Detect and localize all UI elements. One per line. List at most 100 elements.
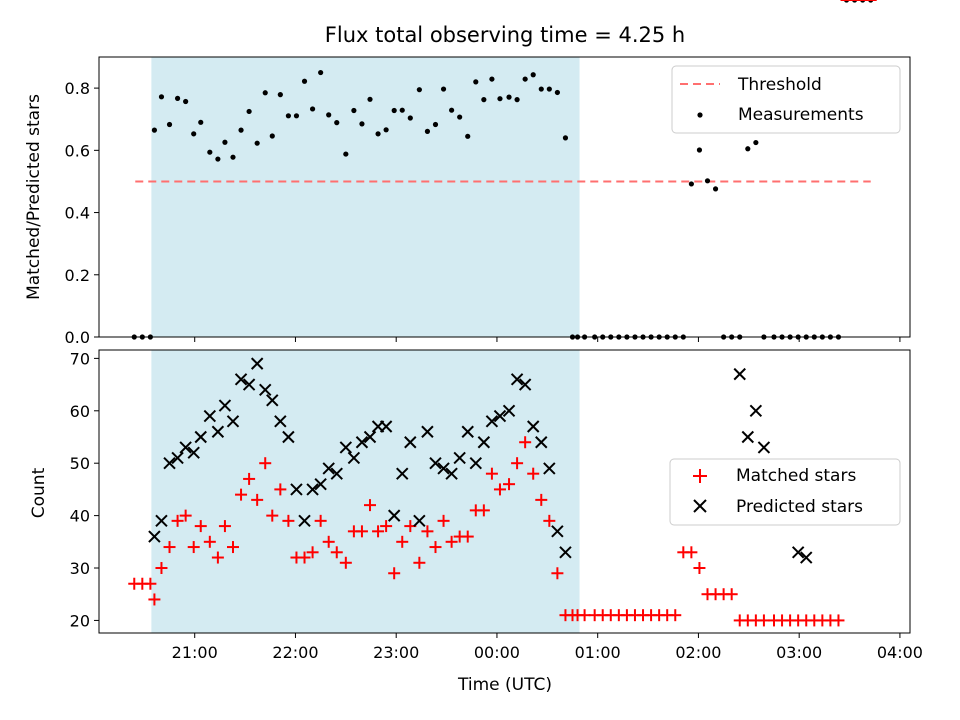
ratio-y-tick-label: 0.6 — [65, 141, 90, 160]
measurement-point — [215, 156, 221, 162]
count-legend-frame — [669, 458, 901, 526]
matched-star-point — [388, 567, 401, 580]
measurement-point — [207, 149, 213, 155]
measurement-point — [254, 140, 260, 146]
predicted-star-point — [396, 467, 409, 480]
matched-star-point — [226, 541, 239, 554]
measurement-point — [174, 95, 181, 101]
x-axis-label: Time (UTC) — [457, 675, 552, 695]
matched-star-point — [339, 556, 352, 569]
predicted-star-point — [749, 404, 763, 417]
predicted-star-point — [429, 456, 442, 470]
matched-star-point — [543, 514, 556, 527]
predicted-star-point — [741, 430, 755, 444]
threshold-legend-label: Threshold — [737, 75, 822, 95]
matched-star-point — [757, 614, 770, 627]
predicted-star-point — [445, 467, 458, 480]
predicted-star-point — [469, 456, 482, 470]
measurement-point — [522, 76, 528, 82]
measurement-point — [246, 108, 252, 115]
measurement-point — [457, 114, 463, 120]
measurement-point — [343, 151, 349, 157]
predicted-star-point — [363, 430, 377, 444]
predicted-star-point — [461, 425, 474, 438]
matched-star-point — [148, 593, 161, 606]
count-observing-window — [151, 350, 580, 633]
measurement-point — [351, 107, 357, 114]
matched-star-point — [445, 535, 458, 548]
predicted-star-point — [242, 378, 256, 391]
measurement-point — [262, 90, 268, 96]
measurement-point — [151, 127, 158, 133]
x-tick-label: 03:00 — [776, 643, 822, 662]
matched-star-point — [298, 551, 311, 564]
count-y-tick-label: 30 — [70, 559, 90, 578]
predicted-star-point — [250, 357, 264, 370]
measurement-point — [222, 139, 228, 145]
predicted-star-point — [259, 383, 272, 397]
count-plot-area: 20 30 40 50 60 70 21:00 22:00 23:00 00:00 01:00 02:… — [70, 0, 923, 662]
measurement-point — [489, 76, 495, 82]
predicted-star-point — [266, 394, 279, 407]
measurement-point — [696, 147, 703, 153]
matched-star-point — [243, 472, 256, 485]
measurement-point — [449, 107, 455, 113]
matched-legend-label: Matched stars — [736, 466, 856, 486]
predicted-star-point — [274, 415, 287, 428]
predicted-star-point — [404, 436, 417, 449]
count-y-axis-label: Count — [29, 467, 49, 518]
chart-title: Flux total observing time = 4.25 h — [325, 23, 685, 47]
matched-star-point — [519, 436, 532, 449]
measurement-point — [712, 186, 719, 192]
predicted-star-point — [298, 514, 311, 528]
predicted-star-point — [203, 409, 217, 423]
measurement-point — [334, 120, 340, 126]
count-y-tick-label: 40 — [70, 507, 90, 526]
matched-star-point — [235, 488, 248, 501]
matched-star-point — [194, 520, 207, 533]
matched-star-point — [179, 509, 192, 522]
measurement-point — [688, 181, 694, 187]
measurement-point — [546, 86, 552, 92]
predicted-star-point — [187, 446, 200, 459]
measurement-point — [432, 121, 439, 128]
predicted-star-point — [421, 425, 434, 438]
predicted-star-point — [355, 436, 369, 449]
measurement-point — [285, 113, 292, 119]
measurement-point — [166, 121, 173, 128]
measurement-point — [440, 86, 447, 92]
matched-star-point — [485, 467, 498, 480]
predicted-star-point — [226, 415, 240, 428]
matched-star-point — [163, 541, 176, 554]
ratio-legend: Threshold Measurements — [671, 65, 901, 134]
predicted-star-point — [559, 546, 572, 559]
matched-star-point — [511, 457, 524, 470]
measurement-point — [238, 127, 244, 133]
count-y-tick-label: 60 — [70, 402, 90, 421]
matched-star-point — [535, 493, 548, 506]
predicted-star-point — [282, 430, 295, 444]
measurement-point — [318, 69, 324, 76]
ratio-y-tick-label: 0.0 — [65, 328, 90, 347]
predicted-star-point — [148, 530, 161, 543]
measurement-point — [326, 112, 332, 118]
measurement-point — [230, 154, 236, 160]
measurement-point — [481, 97, 487, 103]
measurement-point — [269, 133, 275, 139]
predicted-star-point — [290, 483, 303, 496]
matched-star-point — [685, 546, 698, 559]
measurement-point — [497, 96, 503, 102]
matched-legend-swatch — [693, 469, 707, 483]
ratio-plot-area: 0.0 0.2 0.4 0.6 0.8 — [65, 0, 911, 347]
predicted-star-point — [485, 415, 499, 428]
predicted-star-point — [322, 462, 335, 475]
ratio-legend-frame — [671, 65, 901, 134]
count-legend: Matched stars Predicted stars — [669, 458, 901, 526]
predicted-legend-label: Predicted stars — [736, 497, 863, 517]
predicted-star-point — [171, 451, 184, 465]
count-panel: 20 30 40 50 60 70 21:00 22:00 23:00 00:00 01:00 02:… — [29, 0, 923, 662]
matched-star-point — [503, 478, 516, 491]
predicted-star-point — [518, 378, 532, 391]
matched-star-point — [364, 499, 377, 512]
x-tick-label: 22:00 — [272, 643, 318, 662]
